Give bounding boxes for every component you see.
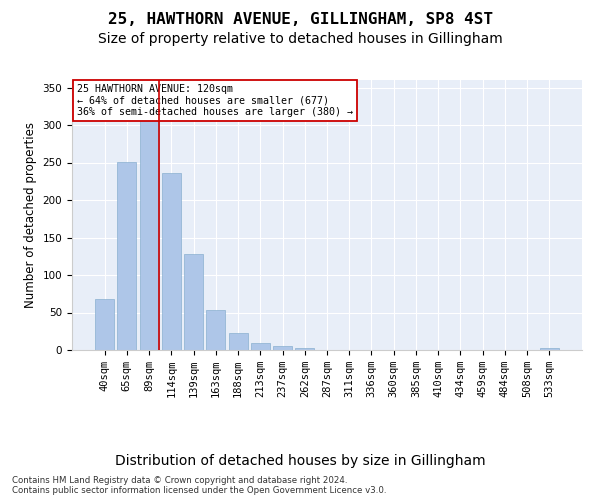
Bar bbox=[184, 254, 203, 350]
Bar bbox=[273, 346, 292, 350]
Bar bbox=[95, 299, 114, 350]
Bar bbox=[118, 162, 136, 350]
Text: Distribution of detached houses by size in Gillingham: Distribution of detached houses by size … bbox=[115, 454, 485, 468]
Text: Contains public sector information licensed under the Open Government Licence v3: Contains public sector information licen… bbox=[12, 486, 386, 495]
Bar bbox=[162, 173, 181, 350]
Text: 25, HAWTHORN AVENUE, GILLINGHAM, SP8 4ST: 25, HAWTHORN AVENUE, GILLINGHAM, SP8 4ST bbox=[107, 12, 493, 28]
Bar bbox=[251, 344, 270, 350]
Text: Contains HM Land Registry data © Crown copyright and database right 2024.: Contains HM Land Registry data © Crown c… bbox=[12, 476, 347, 485]
Bar bbox=[206, 310, 225, 350]
Bar bbox=[229, 333, 248, 350]
Bar bbox=[295, 348, 314, 350]
Y-axis label: Number of detached properties: Number of detached properties bbox=[24, 122, 37, 308]
Text: 25 HAWTHORN AVENUE: 120sqm
← 64% of detached houses are smaller (677)
36% of sem: 25 HAWTHORN AVENUE: 120sqm ← 64% of deta… bbox=[77, 84, 353, 117]
Bar bbox=[140, 102, 158, 350]
Text: Size of property relative to detached houses in Gillingham: Size of property relative to detached ho… bbox=[98, 32, 502, 46]
Bar bbox=[540, 348, 559, 350]
